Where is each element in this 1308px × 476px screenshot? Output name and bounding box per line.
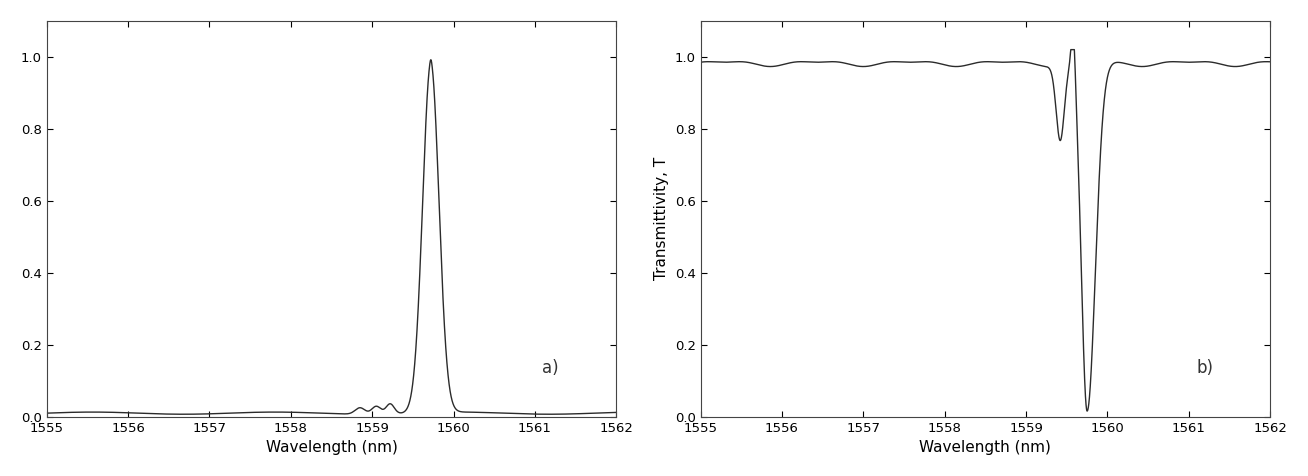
Text: b): b) bbox=[1197, 359, 1214, 377]
Text: a): a) bbox=[543, 359, 559, 377]
X-axis label: Wavelength (nm): Wavelength (nm) bbox=[266, 440, 398, 455]
X-axis label: Wavelength (nm): Wavelength (nm) bbox=[920, 440, 1052, 455]
Y-axis label: Transmittivity, T: Transmittivity, T bbox=[654, 157, 670, 280]
